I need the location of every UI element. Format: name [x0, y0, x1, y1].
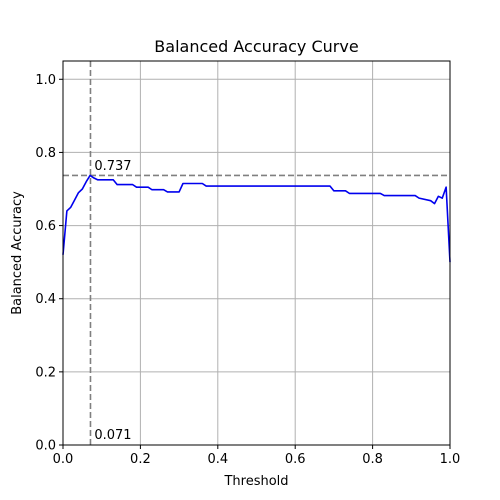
reference-lines — [63, 61, 450, 445]
series-layer — [62, 174, 451, 263]
y-tick-label: 0.4 — [35, 292, 56, 307]
series-line — [62, 174, 451, 263]
y-tick-label: 0.8 — [35, 146, 56, 161]
x-axis-label: Threshold — [223, 474, 288, 489]
y-tick-label: 0.0 — [35, 439, 56, 454]
y-tick-label: 0.6 — [35, 219, 56, 234]
x-tick-label: 0.8 — [362, 452, 383, 467]
x-tick-label: 0.2 — [130, 452, 151, 467]
annotation-label: 0.737 — [94, 159, 131, 174]
x-tick-label: 1.0 — [440, 452, 461, 467]
chart-title: Balanced Accuracy Curve — [154, 37, 358, 56]
x-tick-label: 0.0 — [53, 452, 74, 467]
x-tick-label: 0.4 — [207, 452, 228, 467]
annotations: 0.737 0.071 — [94, 159, 131, 443]
plot-frame — [62, 60, 451, 446]
y-axis-ticks: 0.0 0.2 0.4 0.6 0.8 1.0 — [35, 73, 63, 454]
y-tick-label: 0.2 — [35, 365, 56, 380]
x-tick-label: 0.6 — [285, 452, 306, 467]
y-axis-label: Balanced Accuracy — [10, 191, 25, 315]
x-axis-ticks: 0.0 0.2 0.4 0.6 0.8 1.0 — [53, 445, 461, 467]
y-tick-label: 1.0 — [35, 73, 56, 88]
annotation-label: 0.071 — [94, 428, 131, 443]
